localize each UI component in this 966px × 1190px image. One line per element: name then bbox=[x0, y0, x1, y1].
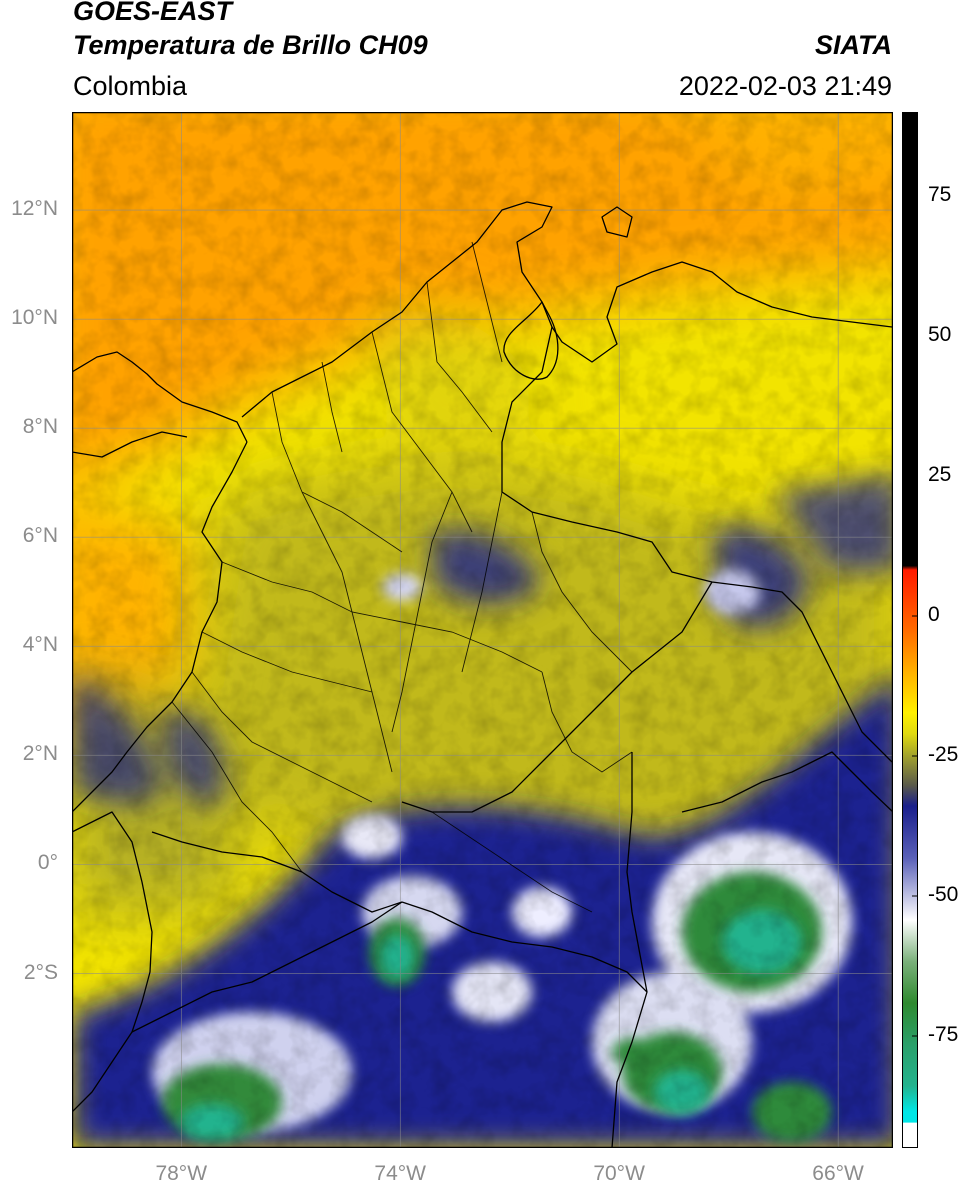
colorbar-tick-label: -25 bbox=[928, 743, 959, 766]
colorbar bbox=[902, 112, 918, 1148]
colorbar-tick-label: 0 bbox=[928, 603, 940, 626]
colorbar-fill bbox=[902, 112, 918, 1148]
region-label: Colombia bbox=[73, 71, 188, 101]
latitude-tick-label: 12°N bbox=[11, 197, 58, 221]
texture-overlay bbox=[72, 112, 893, 1148]
brightness-temperature-map bbox=[72, 112, 893, 1148]
colorbar-tick-label: 50 bbox=[928, 323, 952, 346]
coastlines-and-borders bbox=[72, 201, 893, 1148]
product-title: Temperatura de Brillo CH09 bbox=[73, 30, 428, 60]
satellite-title: GOES-EAST bbox=[73, 0, 233, 26]
latitude-tick-label: 6°N bbox=[22, 524, 58, 548]
datetime-label: 2022-02-03 21:49 bbox=[678, 71, 892, 101]
internal-borders bbox=[171, 241, 633, 913]
latitude-tick-label: 4°N bbox=[22, 633, 58, 657]
colorbar-tick-label: 75 bbox=[928, 183, 952, 206]
colorbar-tick-label: -50 bbox=[928, 883, 959, 906]
latitude-tick-label: 8°N bbox=[22, 415, 58, 439]
colorbar-tick-label: -75 bbox=[928, 1023, 959, 1046]
latitude-tick-label: 10°N bbox=[11, 306, 58, 330]
colorbar-frame bbox=[902, 112, 918, 1148]
longitude-tick-label: 74°W bbox=[374, 1162, 426, 1185]
longitude-tick-label: 66°W bbox=[812, 1162, 864, 1185]
map-frame bbox=[72, 112, 893, 1148]
latitude-tick-label: 2°N bbox=[22, 742, 58, 766]
agency-label: SIATA bbox=[815, 30, 892, 60]
colorbar-tick-label: 25 bbox=[928, 463, 952, 486]
longitude-tick-label: 70°W bbox=[593, 1162, 645, 1185]
graticule bbox=[72, 112, 893, 1148]
longitude-tick-label: 78°W bbox=[155, 1162, 208, 1185]
latitude-tick-label: 0° bbox=[37, 851, 58, 875]
latitude-tick-label: 2°S bbox=[23, 960, 58, 984]
